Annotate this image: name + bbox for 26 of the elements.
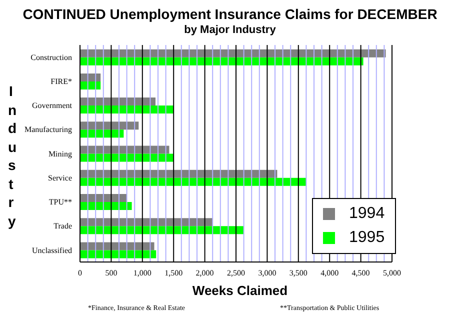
y-tick-label: Service [48,173,72,182]
x-tick-label: 1,500 [164,268,183,278]
x-tick-label: 3,500 [289,268,308,278]
x-axis-title: Weeks Claimed [191,283,289,298]
x-tick-label: 2,500 [227,268,245,278]
x-tick-label: 5,000 [383,268,401,278]
y-axis-title: Industry [8,82,25,230]
y-tick-label: Manufacturing [24,125,72,134]
y-tick-label: Trade [54,222,72,231]
chart-subtitle: by Major Industry [183,24,277,36]
y-tick-label: Government [32,101,73,110]
y-tick-label: Mining [48,149,72,158]
y-tick-label: FIRE* [50,77,72,86]
y-tick-label: TPU** [48,198,72,207]
chart-title: CONTINUED Unemployment Insurance Claims for DECEMBER [22,6,438,22]
x-tick-label: 4,000 [320,268,339,278]
x-tick-label: 2,000 [196,268,214,278]
x-tick-label: 4,500 [352,268,370,278]
y-tick-label: Unclassified [32,246,72,255]
x-tick-label: 1,000 [133,268,152,278]
y-tick-label: Construction [30,52,72,62]
legend-label: 1994 [349,204,385,224]
legend-label: 1995 [349,228,385,248]
x-tick-label: 0 [78,268,82,278]
x-tick-label: 500 [105,268,118,278]
x-tick-label: 3,000 [258,268,276,278]
